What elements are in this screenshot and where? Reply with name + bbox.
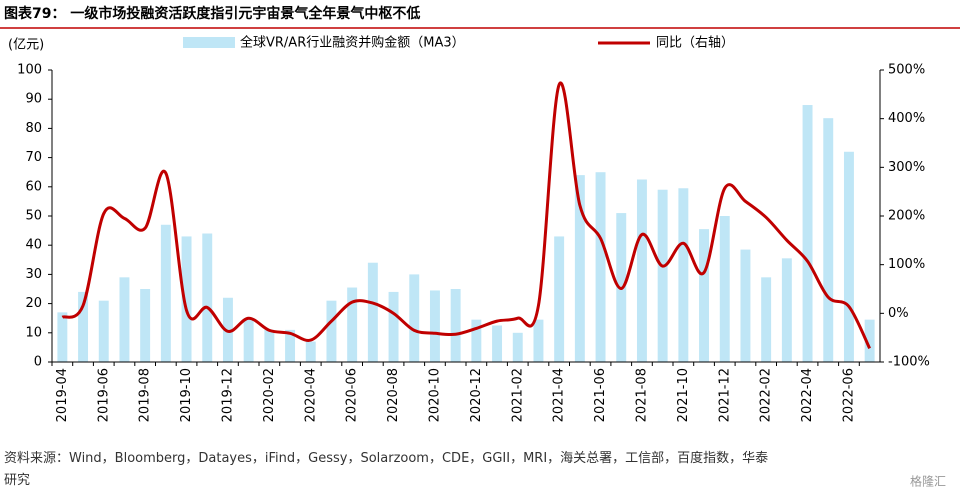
- bar: [699, 229, 710, 362]
- bar: [595, 172, 606, 362]
- bar: [471, 319, 482, 362]
- y2-tick-label: 0%: [888, 306, 909, 321]
- y-tick-label: 100: [17, 63, 42, 78]
- y-tick-label: 90: [25, 92, 42, 107]
- y-tick-label: 20: [25, 296, 42, 311]
- bar: [533, 319, 544, 362]
- y-tick-label: 50: [25, 209, 42, 224]
- bar: [492, 325, 503, 362]
- legend-swatch: [183, 37, 235, 48]
- y2-tick-label: 400%: [888, 111, 925, 126]
- y2-tick-label: 200%: [888, 209, 925, 224]
- x-tick-label: 2021-10: [676, 368, 691, 422]
- x-tick-label: 2021-08: [634, 368, 649, 422]
- bar: [719, 216, 730, 362]
- bar: [305, 341, 316, 362]
- y-tick-label: 0: [34, 355, 42, 370]
- y-tick-label: 70: [25, 150, 42, 165]
- bar: [202, 233, 213, 362]
- bar: [740, 249, 751, 362]
- bar: [264, 329, 275, 362]
- x-tick-label: 2021-12: [717, 368, 732, 422]
- x-tick-label: 2019-08: [138, 368, 153, 422]
- bar: [574, 175, 585, 362]
- bar: [781, 258, 792, 362]
- y-tick-label: 10: [25, 325, 42, 340]
- x-tick-label: 2022-06: [841, 368, 856, 422]
- bar: [823, 118, 834, 363]
- y-tick-label: 40: [25, 238, 42, 253]
- x-tick-label: 2020-06: [345, 368, 360, 422]
- x-tick-label: 2019-04: [55, 368, 70, 422]
- y-tick-label: 80: [25, 121, 42, 136]
- bar: [512, 332, 523, 362]
- x-tick-label: 2022-02: [759, 368, 774, 422]
- x-tick-label: 2020-02: [262, 368, 277, 422]
- bar: [678, 188, 689, 362]
- source: 资料来源：Wind，Bloomberg，Datayes，iFind，Gessy，…: [4, 450, 768, 488]
- y2-tick-label: 100%: [888, 257, 925, 272]
- chart-title: 图表79： 一级市场投融资活跃度指引元宇宙景气全年景气中枢不低: [4, 5, 420, 22]
- x-tick-label: 2021-04: [552, 368, 567, 422]
- line: [61, 81, 872, 350]
- bar: [285, 329, 296, 362]
- x-tick-label: 2020-08: [386, 368, 401, 422]
- x-tick-label: 2021-02: [510, 368, 525, 422]
- bar: [450, 289, 461, 362]
- x-tick-label: 2022-04: [800, 368, 815, 422]
- y2-tick-label: 300%: [888, 160, 925, 175]
- x-tick-label: 2021-06: [593, 368, 608, 422]
- bar: [554, 236, 565, 362]
- x-tick-label: 2020-04: [303, 368, 318, 422]
- bar: [388, 291, 399, 362]
- legend-label: 全球VR/AR行业融资并购金额（MA3）: [240, 35, 465, 51]
- y2-tick-label: -100%: [888, 355, 930, 370]
- y-tick-label: 30: [25, 267, 42, 282]
- y-axis-label: (亿元): [8, 38, 44, 53]
- bar: [409, 274, 420, 362]
- bar: [347, 287, 358, 362]
- x-tick-label: 2019-06: [96, 368, 111, 422]
- y-tick-label: 60: [25, 179, 42, 194]
- bar: [657, 189, 668, 362]
- bar: [243, 318, 254, 362]
- bar: [181, 236, 192, 362]
- bar: [761, 277, 772, 362]
- x-tick-label: 2020-10: [427, 368, 442, 422]
- bar: [636, 179, 647, 362]
- bar: [843, 151, 854, 362]
- bar: [140, 289, 151, 362]
- watermark: 格隆汇: [910, 474, 946, 489]
- bar: [429, 290, 440, 362]
- bar: [78, 291, 89, 362]
- bar: [802, 105, 813, 362]
- x-tick-label: 2019-10: [179, 368, 194, 422]
- bar: [57, 312, 68, 362]
- x-tick-label: 2020-12: [469, 368, 484, 422]
- bar: [119, 277, 130, 362]
- bar: [864, 319, 875, 362]
- bar: [160, 224, 171, 362]
- legend-label: 同比（右轴）: [656, 36, 734, 51]
- bar: [98, 300, 109, 362]
- x-tick-label: 2019-12: [220, 368, 235, 422]
- bar: [326, 300, 337, 362]
- y2-tick-label: 500%: [888, 63, 925, 78]
- bar: [367, 262, 378, 362]
